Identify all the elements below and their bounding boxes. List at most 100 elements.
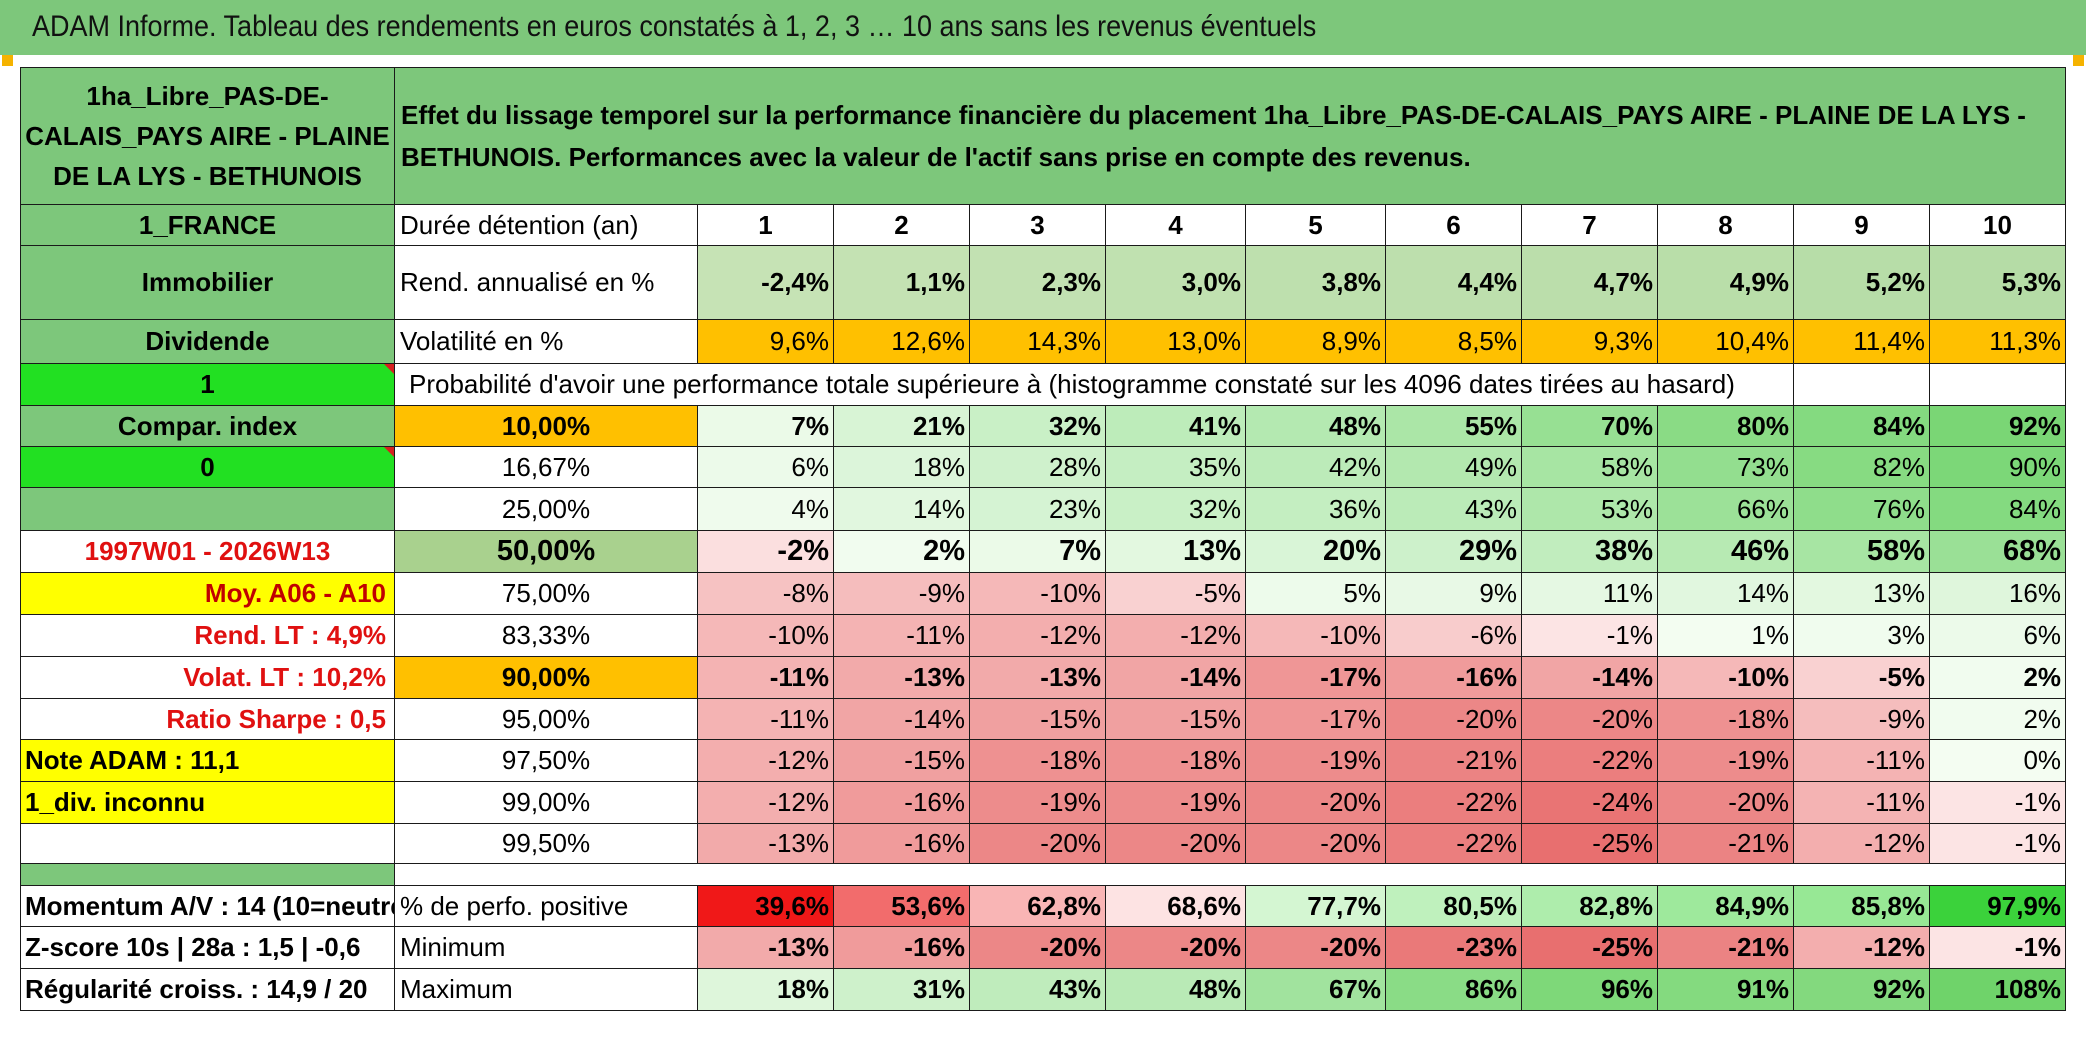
- volatility-cell: 9,3%: [1521, 319, 1658, 364]
- compar-index-label: Compar. index: [20, 405, 395, 447]
- maximum-cell: 91%: [1657, 968, 1794, 1011]
- long-term-volatility: Volat. LT : 10,2%: [20, 656, 395, 699]
- quantile-value-cell: -10%: [969, 572, 1106, 615]
- quantile-value-cell: -14%: [1521, 656, 1658, 699]
- quantile-value-cell: 53%: [1521, 487, 1658, 531]
- year-header: 3: [969, 204, 1106, 246]
- minimum-cell: -12%: [1793, 926, 1930, 969]
- quantile-value-cell: 14%: [833, 487, 970, 531]
- minimum-cell: -25%: [1521, 926, 1658, 969]
- quantile-value-cell: 14%: [1657, 572, 1794, 615]
- quantile-value-cell: -14%: [833, 698, 970, 740]
- annualized-return-cell: 4,9%: [1657, 245, 1794, 320]
- quantile-value-cell: -25%: [1521, 823, 1658, 864]
- quantile-label: 90,00%: [394, 656, 698, 699]
- minimum-cell: -13%: [697, 926, 834, 969]
- volatility-cell: 11,4%: [1793, 319, 1930, 364]
- quantile-value-cell: 16%: [1928, 572, 2067, 615]
- quantile-value-cell: 73%: [1657, 446, 1794, 488]
- annualized-return-cell: 5,2%: [1793, 245, 1930, 320]
- positive-perf-cell: 97,9%: [1928, 885, 2067, 927]
- quantile-value-cell: -6%: [1385, 614, 1522, 657]
- returns-table: 1ha_Libre_PAS-DE-CALAIS_PAYS AIRE - PLAI…: [20, 67, 2067, 1011]
- quantile-value-cell: -22%: [1385, 781, 1522, 824]
- quantile-value-cell: -12%: [697, 739, 834, 782]
- annualized-return-cell: 1,1%: [833, 245, 970, 320]
- quantile-value-cell: 82%: [1793, 446, 1930, 488]
- quantile-value-cell: 29%: [1385, 530, 1522, 573]
- quantile-value-cell: -9%: [833, 572, 970, 615]
- quantile-label: 83,33%: [394, 614, 698, 657]
- positive-perf-cell: 77,7%: [1245, 885, 1386, 927]
- maximum-cell: 92%: [1793, 968, 1930, 1011]
- zscore-label: Z-score 10s | 28a : 1,5 | -0,6: [20, 926, 395, 969]
- annualized-return-cell: 4,7%: [1521, 245, 1658, 320]
- flag-value: 1: [200, 369, 215, 399]
- spacer-cell: [20, 863, 395, 886]
- quantile-value-cell: 46%: [1657, 530, 1794, 573]
- quantile-value-cell: -19%: [1105, 781, 1246, 824]
- quantile-value-cell: -16%: [833, 781, 970, 824]
- quantile-value-cell: -10%: [1245, 614, 1386, 657]
- quantile-value-cell: -11%: [1793, 739, 1930, 782]
- income-type: Dividende: [20, 319, 395, 364]
- quantile-value-cell: 80%: [1657, 405, 1794, 447]
- comment-marker: [384, 447, 394, 457]
- positive-perf-cell: 80,5%: [1385, 885, 1522, 927]
- positive-perf-cell: 85,8%: [1793, 885, 1930, 927]
- quantile-value-cell: 28%: [969, 446, 1106, 488]
- quantile-value-cell: -11%: [833, 614, 970, 657]
- quantile-value-cell: -20%: [1245, 823, 1386, 864]
- quantile-label: 99,00%: [394, 781, 698, 824]
- quantile-value-cell: 58%: [1793, 530, 1930, 573]
- positive-perf-cell: 84,9%: [1657, 885, 1794, 927]
- quantile-value-cell: -15%: [1105, 698, 1246, 740]
- minimum-cell: -20%: [1245, 926, 1386, 969]
- quantile-value-cell: -16%: [1385, 656, 1522, 699]
- spacer-cell: [393, 863, 2067, 886]
- quantile-value-cell: 7%: [969, 530, 1106, 573]
- minimum-cell: -20%: [969, 926, 1106, 969]
- annualized-return-cell: 2,3%: [969, 245, 1106, 320]
- quantile-value-cell: -10%: [1657, 656, 1794, 699]
- quantile-value-cell: 2%: [1928, 698, 2067, 740]
- quantile-value-cell: -5%: [1793, 656, 1930, 699]
- quantile-value-cell: 35%: [1105, 446, 1246, 488]
- maximum-cell: 18%: [697, 968, 834, 1011]
- quantile-value-cell: -18%: [1657, 698, 1794, 740]
- quantile-value-cell: -1%: [1928, 823, 2067, 864]
- country-label: 1_FRANCE: [20, 204, 395, 246]
- quantile-value-cell: -21%: [1657, 823, 1794, 864]
- regularity-label: Régularité croiss. : 14,9 / 20: [20, 968, 395, 1011]
- annualized-return-cell: 3,0%: [1105, 245, 1246, 320]
- quantile-value-cell: -18%: [969, 739, 1106, 782]
- adam-score: Note ADAM : 11,1: [20, 739, 395, 782]
- empty-green-cell: [20, 487, 395, 531]
- empty-cell: [1793, 363, 1930, 406]
- quantile-value-cell: -9%: [1793, 698, 1930, 740]
- annualized-return-label: Rend. annualisé en %: [394, 245, 698, 320]
- title-banner: ADAM Informe. Tableau des rendements en …: [0, 0, 2086, 55]
- maximum-cell: 31%: [833, 968, 970, 1011]
- year-header: 6: [1385, 204, 1522, 246]
- corner-marker: [2, 55, 13, 66]
- quantile-value-cell: -5%: [1105, 572, 1246, 615]
- quantile-label: 10,00%: [394, 405, 698, 447]
- positive-perf-cell: 68,6%: [1105, 885, 1246, 927]
- long-term-return: Rend. LT : 4,9%: [20, 614, 395, 657]
- table-description: Effet du lissage temporel sur la perform…: [393, 67, 2067, 205]
- quantile-label: 97,50%: [394, 739, 698, 782]
- year-header: 8: [1657, 204, 1794, 246]
- volatility-cell: 9,6%: [697, 319, 834, 364]
- quantile-value-cell: -12%: [1105, 614, 1246, 657]
- quantile-value-cell: -20%: [1245, 781, 1386, 824]
- probability-label: Probabilité d'avoir une performance tota…: [394, 363, 1794, 406]
- volatility-label: Volatilité en %: [394, 319, 698, 364]
- quantile-value-cell: 84%: [1928, 487, 2067, 531]
- year-header: 10: [1928, 204, 2067, 246]
- quantile-label: 99,50%: [394, 823, 698, 864]
- quantile-value-cell: 36%: [1245, 487, 1386, 531]
- quantile-value-cell: 13%: [1105, 530, 1246, 573]
- volatility-cell: 10,4%: [1657, 319, 1794, 364]
- quantile-value-cell: 6%: [697, 446, 834, 488]
